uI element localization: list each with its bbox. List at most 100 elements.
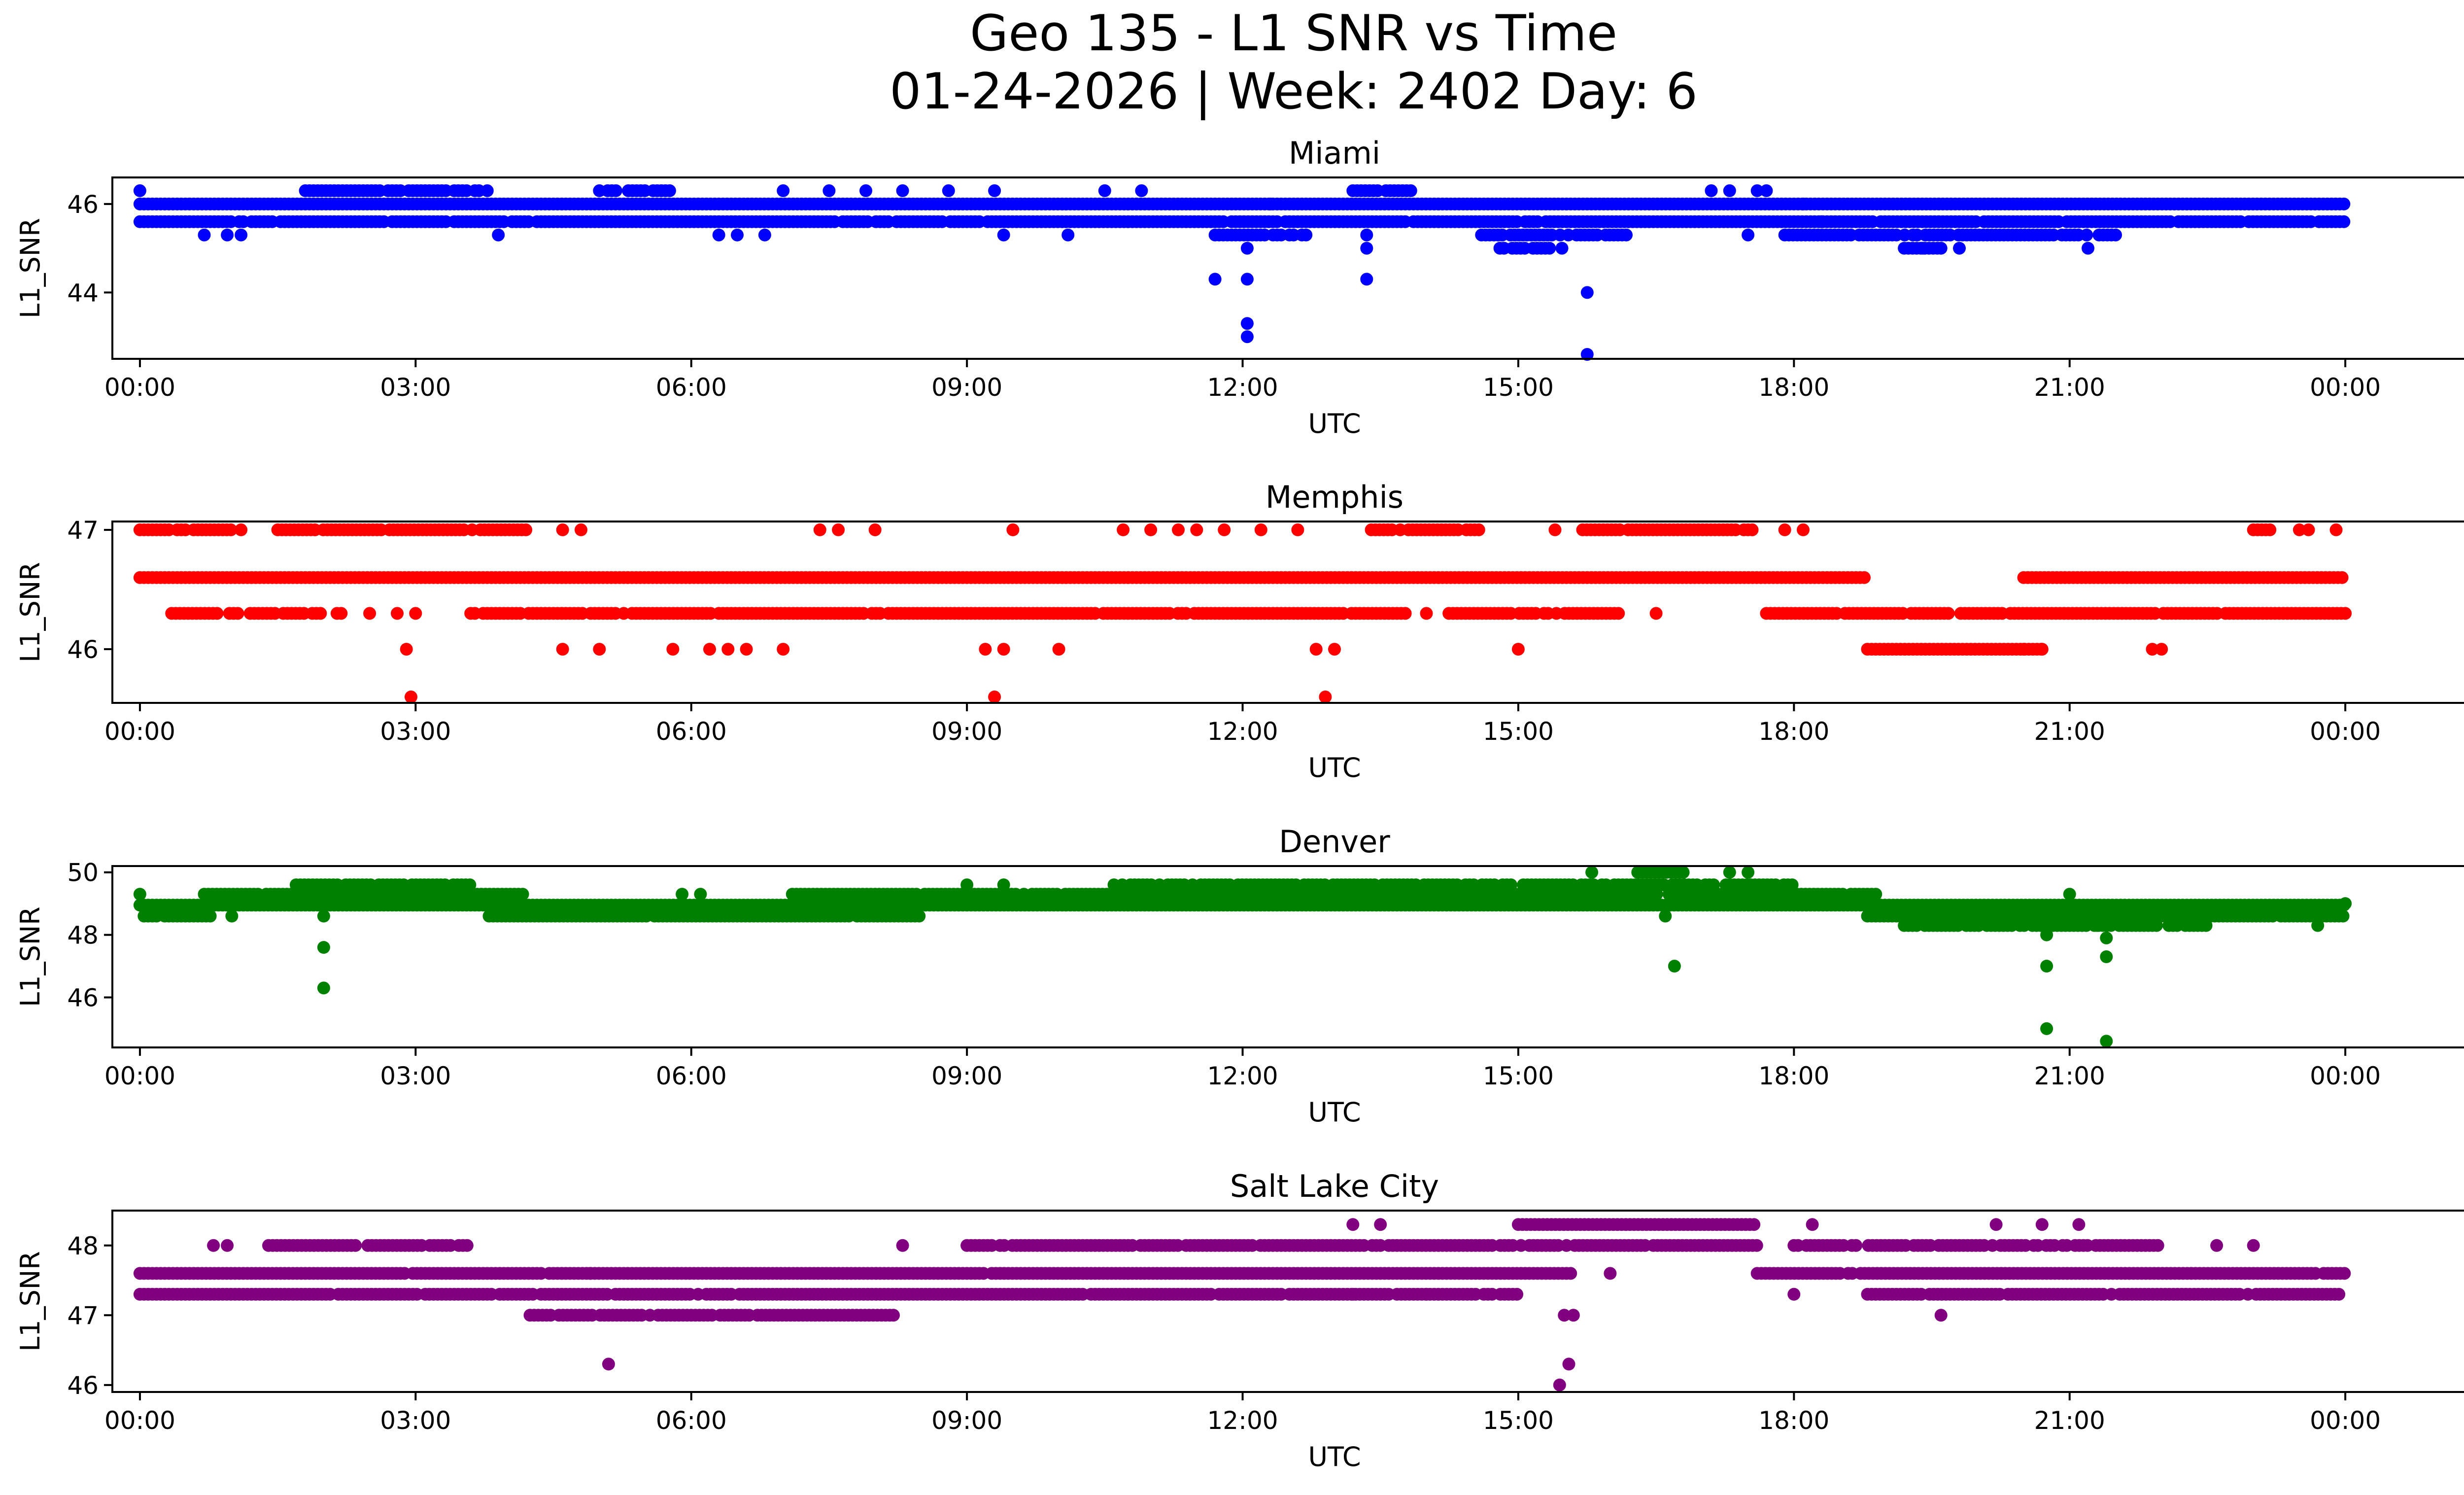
data-point <box>1742 228 1755 242</box>
data-point <box>1612 607 1625 620</box>
data-point <box>1208 273 1222 286</box>
data-point <box>731 228 744 242</box>
x-axis-label: UTC <box>1308 408 1361 439</box>
data-point <box>1319 690 1332 703</box>
data-point <box>822 184 836 197</box>
axes-frame <box>111 176 2464 360</box>
x-tick-label: 18:00 <box>1758 1062 1829 1090</box>
data-point <box>1240 330 1254 344</box>
data-point <box>997 228 1010 242</box>
data-point <box>988 690 1001 703</box>
data-point <box>2339 897 2352 910</box>
x-tick-label: 06:00 <box>656 1062 727 1090</box>
data-point <box>2263 523 2277 536</box>
data-point <box>231 607 244 620</box>
y-tick-label: 46 <box>67 190 99 219</box>
data-point <box>210 607 224 620</box>
data-point <box>1328 643 1341 656</box>
y-tick-label: 50 <box>67 859 99 887</box>
data-point <box>593 643 606 656</box>
y-tick-label: 46 <box>67 635 99 664</box>
data-point <box>2199 919 2213 932</box>
data-point <box>2017 643 2030 656</box>
y-axis-label: L1_SNR <box>15 218 46 318</box>
data-point <box>1745 523 1759 536</box>
data-point <box>1707 878 1720 892</box>
data-point <box>317 909 330 923</box>
data-point <box>2302 523 2315 536</box>
data-point <box>703 643 716 656</box>
x-tick-label: 00:00 <box>2310 1062 2381 1090</box>
data-point <box>225 909 239 923</box>
data-point <box>960 878 974 892</box>
x-tick-label: 21:00 <box>2034 373 2105 402</box>
data-point <box>224 523 238 536</box>
data-point <box>1555 242 1569 255</box>
data-point <box>2063 888 2076 901</box>
data-point <box>492 228 505 242</box>
figure-title-line2: 01-24-2026 | Week: 2402 Day: 6 <box>890 62 1698 121</box>
x-tick-label: 15:00 <box>1483 1062 1554 1090</box>
data-point <box>1705 184 1718 197</box>
subplot-title: Miami <box>1289 135 1380 171</box>
data-point <box>2035 643 2049 656</box>
data-point <box>1006 523 1020 536</box>
y-axis-label: L1_SNR <box>15 906 46 1007</box>
data-point <box>1723 866 1736 879</box>
data-point <box>1649 607 1663 620</box>
data-point <box>1172 523 1185 536</box>
y-tick-label: 48 <box>67 921 99 950</box>
data-point <box>363 607 376 620</box>
data-point <box>1300 228 1313 242</box>
data-point <box>2080 228 2093 242</box>
x-tick-label: 09:00 <box>931 1062 1002 1090</box>
data-point <box>1360 242 1373 255</box>
data-point <box>997 878 1010 892</box>
data-point <box>2090 919 2104 932</box>
x-tick-label: 15:00 <box>1483 717 1554 746</box>
scatter-series <box>133 184 2351 361</box>
data-point <box>409 607 422 620</box>
data-point <box>1797 523 1810 536</box>
data-point <box>1585 866 1599 879</box>
data-point <box>460 1239 474 1252</box>
x-tick-label: 12:00 <box>1207 373 1278 402</box>
data-point <box>2100 950 2113 963</box>
data-point <box>942 184 955 197</box>
data-point <box>1098 184 1111 197</box>
data-point <box>556 643 569 656</box>
data-point <box>1620 228 1633 242</box>
x-tick-label: 00:00 <box>104 373 175 402</box>
x-tick-label: 15:00 <box>1483 373 1554 402</box>
data-point <box>1858 571 1871 584</box>
data-point <box>832 523 845 536</box>
data-point <box>2336 909 2350 923</box>
data-point <box>1742 866 1755 879</box>
data-point <box>317 981 330 995</box>
data-point <box>1510 1287 1524 1301</box>
data-point <box>2109 228 2122 242</box>
data-point <box>1360 228 1373 242</box>
data-point <box>988 184 1001 197</box>
data-point <box>204 909 217 923</box>
data-point <box>519 523 533 536</box>
data-point <box>1505 878 1517 892</box>
data-point <box>1543 242 1556 255</box>
data-point <box>1218 523 1231 536</box>
scatter-series <box>133 523 2352 703</box>
data-point <box>2332 1287 2346 1301</box>
data-point <box>1291 523 1304 536</box>
data-point <box>2100 931 2113 944</box>
x-tick-label: 00:00 <box>2310 373 2381 402</box>
data-point <box>1264 197 1277 210</box>
subplot-title: Denver <box>1279 824 1390 860</box>
y-tick-label: 47 <box>67 516 99 545</box>
x-tick-label: 00:00 <box>2310 717 2381 746</box>
data-point <box>1815 215 1828 228</box>
x-tick-label: 03:00 <box>380 717 451 746</box>
x-tick-label: 12:00 <box>1207 717 1278 746</box>
data-point <box>575 523 587 536</box>
data-point <box>314 607 327 620</box>
